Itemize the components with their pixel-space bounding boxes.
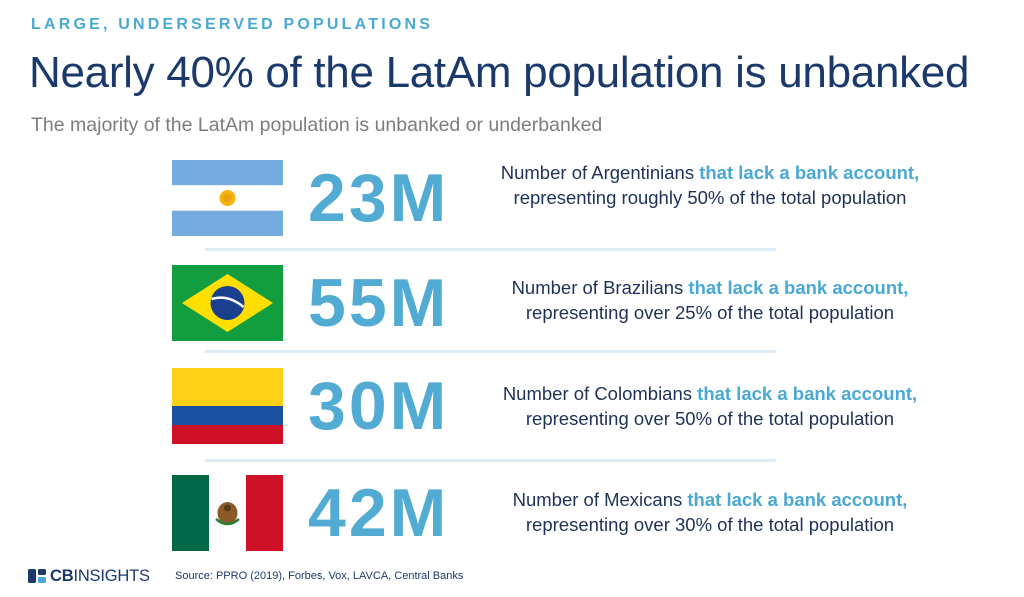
logo-suffix: INSIGHTS	[73, 566, 150, 585]
stat-text-after: representing roughly 50% of the total po…	[513, 187, 907, 208]
stat-text-after: representing over 50% of the total popul…	[525, 408, 895, 429]
stat-text-before: Number of Colombians	[502, 383, 698, 404]
row-divider	[205, 459, 776, 462]
stat-value: 30M	[308, 368, 450, 444]
cbinsights-logo: CBINSIGHTS	[28, 567, 150, 585]
stat-description: Number of Brazilians that lack a bank ac…	[490, 275, 930, 325]
brazil-flag-icon	[172, 265, 283, 341]
logo-wordmark: CBINSIGHTS	[50, 567, 150, 586]
stat-highlight: that lack a bank account,	[697, 383, 918, 404]
stat-highlight: that lack a bank account,	[688, 277, 909, 298]
colombia-flag-icon	[172, 368, 283, 444]
stat-text-before: Number of Mexicans	[512, 489, 688, 510]
stat-text-after: representing over 25% of the total popul…	[525, 302, 895, 323]
argentina-flag-icon	[172, 160, 283, 236]
row-divider	[205, 248, 776, 251]
page-subtitle: The majority of the LatAm population is …	[31, 114, 603, 136]
stat-highlight: that lack a bank account,	[687, 489, 908, 510]
stat-description: Number of Colombians that lack a bank ac…	[490, 381, 930, 431]
stat-row-mexico: 42M Number of Mexicans that lack a bank …	[0, 475, 1024, 555]
section-kicker: LARGE, UNDERSERVED POPULATIONS	[31, 16, 434, 33]
stat-value: 42M	[308, 475, 450, 551]
logo-prefix: CB	[50, 566, 74, 585]
mexico-flag-icon	[172, 475, 283, 551]
stat-text-after: representing over 30% of the total popul…	[525, 514, 895, 535]
stat-text-before: Number of Brazilians	[511, 277, 689, 298]
source-note: Source: PPRO (2019), Forbes, Vox, LAVCA,…	[175, 570, 464, 582]
stat-row-brazil: 55M Number of Brazilians that lack a ban…	[0, 265, 1024, 345]
stat-description: Number of Mexicans that lack a bank acco…	[490, 487, 930, 537]
stat-value: 23M	[308, 160, 450, 236]
stat-row-argentina: 23M Number of Argentinians that lack a b…	[0, 160, 1024, 240]
stat-value: 55M	[308, 265, 450, 341]
row-divider	[205, 350, 776, 353]
stat-highlight: that lack a bank account,	[699, 162, 920, 183]
cbinsights-logo-icon	[28, 569, 46, 583]
stat-text-before: Number of Argentinians	[500, 162, 700, 183]
page-title: Nearly 40% of the LatAm population is un…	[29, 48, 970, 97]
stat-description: Number of Argentinians that lack a bank …	[490, 160, 930, 210]
stat-row-colombia: 30M Number of Colombians that lack a ban…	[0, 368, 1024, 448]
